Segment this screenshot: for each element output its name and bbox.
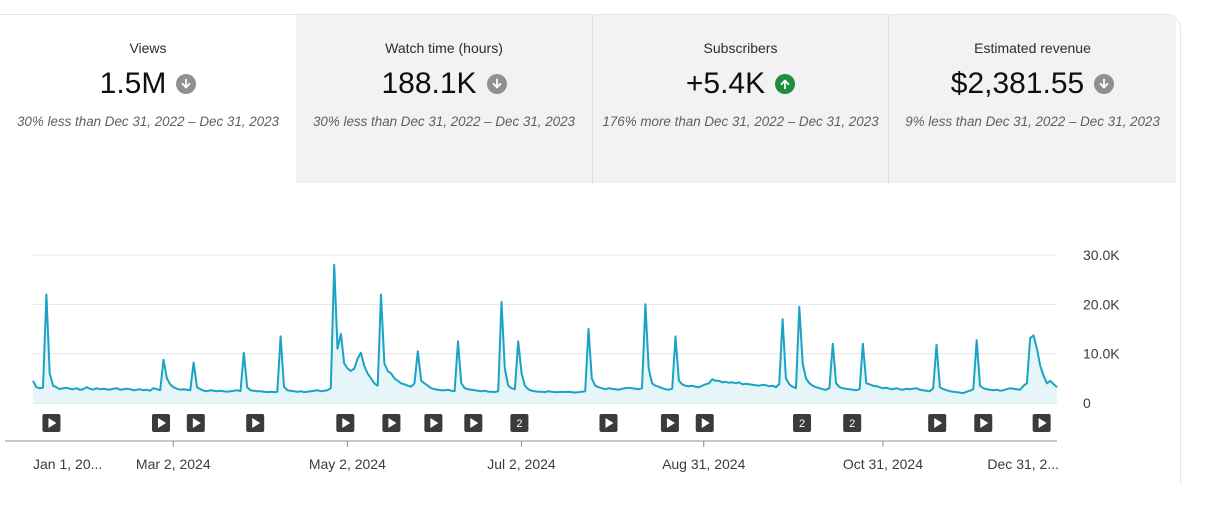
video-count-marker[interactable] xyxy=(843,414,862,432)
play-icon xyxy=(934,418,943,428)
play-icon xyxy=(430,418,439,428)
play-icon xyxy=(701,418,710,428)
metric-tab-watch-time[interactable]: Watch time (hours) 188.1K 30% less than … xyxy=(296,15,592,183)
metric-value: $2,381.55 xyxy=(950,67,1085,100)
play-icon xyxy=(1038,418,1047,428)
views-area xyxy=(33,264,1057,403)
play-icon xyxy=(605,418,614,428)
play-icon xyxy=(48,418,57,428)
x-tick-label: May 2, 2024 xyxy=(309,456,386,472)
x-tick-label: Aug 31, 2024 xyxy=(662,456,746,472)
marker-count-label: 2 xyxy=(799,418,805,430)
metric-label: Estimated revenue xyxy=(974,40,1091,56)
metric-value-row: 188.1K xyxy=(296,66,592,102)
play-icon xyxy=(342,418,351,428)
y-tick-label: 20.0K xyxy=(1083,296,1120,312)
arrow-down-icon xyxy=(176,74,197,94)
metric-label: Watch time (hours) xyxy=(385,40,503,56)
play-icon xyxy=(666,418,675,428)
play-icon xyxy=(470,418,479,428)
marker-count-label: 2 xyxy=(849,418,855,430)
metric-value: +5.4K xyxy=(685,67,766,100)
arrow-down-icon xyxy=(486,74,507,94)
metric-comparison: 9% less than Dec 31, 2022 – Dec 31, 2023 xyxy=(905,114,1160,129)
video-count-marker[interactable] xyxy=(510,414,529,432)
play-icon xyxy=(192,418,201,428)
metric-value-row: +5.4K xyxy=(593,66,888,102)
x-tick-label: Mar 2, 2024 xyxy=(136,456,211,472)
y-tick-label: 0 xyxy=(1083,395,1091,411)
metric-tab-subscribers[interactable]: Subscribers +5.4K 176% more than Dec 31,… xyxy=(592,15,888,183)
x-tick-label: Dec 31, 2... xyxy=(987,456,1059,472)
views-chart[interactable]: 30.0K 20.0K 10.0K 0 2 2 2 Jan 1, 20... Mar 2, 20… xyxy=(0,230,1181,490)
metric-comparison: 176% more than Dec 31, 2022 – Dec 31, 20… xyxy=(602,114,879,129)
metric-tab-views[interactable]: Views 1.5M 30% less than Dec 31, 2022 – … xyxy=(0,15,296,183)
y-tick-label: 30.0K xyxy=(1083,247,1120,263)
play-icon xyxy=(158,418,166,428)
metric-label: Subscribers xyxy=(703,40,778,56)
y-tick-label: 10.0K xyxy=(1083,346,1120,362)
x-tick-label: Oct 31, 2024 xyxy=(843,456,923,472)
x-tick-label: Jul 2, 2024 xyxy=(487,456,556,472)
metric-value: 188.1K xyxy=(381,67,477,100)
metric-value-row: $2,381.55 xyxy=(889,66,1176,102)
metric-tab-estimated-revenue[interactable]: Estimated revenue $2,381.55 9% less than… xyxy=(888,15,1176,183)
metric-label: Views xyxy=(129,40,167,56)
analytics-card: Views 1.5M 30% less than Dec 31, 2022 – … xyxy=(0,14,1181,484)
play-icon xyxy=(980,418,989,428)
metric-tabs: Views 1.5M 30% less than Dec 31, 2022 – … xyxy=(0,15,1176,183)
metric-comparison: 30% less than Dec 31, 2022 – Dec 31, 202… xyxy=(16,114,280,129)
metric-value: 1.5M xyxy=(99,67,167,100)
arrow-down-icon xyxy=(1094,74,1115,94)
metric-comparison: 30% less than Dec 31, 2022 – Dec 31, 202… xyxy=(312,114,576,129)
play-icon xyxy=(252,418,261,428)
x-tick-label: Jan 1, 20... xyxy=(33,456,102,472)
marker-count-label: 2 xyxy=(516,418,522,430)
play-icon xyxy=(388,418,397,428)
arrow-up-icon xyxy=(775,74,796,94)
metric-value-row: 1.5M xyxy=(0,66,296,102)
video-count-marker[interactable] xyxy=(793,414,812,432)
views-line xyxy=(32,263,1058,395)
